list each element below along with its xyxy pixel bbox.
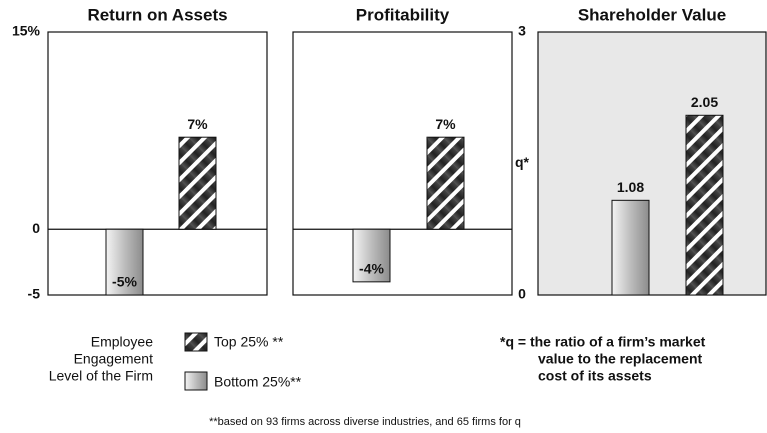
- plot-area: [292, 31, 513, 296]
- value-label: 7%: [435, 116, 456, 132]
- legend-title: Level of the Firm: [49, 368, 153, 384]
- bar: [352, 228, 391, 283]
- value-label: -4%: [359, 261, 384, 277]
- value-label: 2.05: [691, 94, 718, 110]
- value-label: 1.08: [617, 179, 644, 195]
- legend-swatch: [184, 371, 208, 391]
- footnote: **based on 93 firms across diverse indus…: [209, 416, 521, 428]
- legend-label: Top 25% **: [214, 334, 284, 350]
- chart-title: Profitability: [356, 5, 450, 24]
- bar: [178, 136, 217, 230]
- legend-label: Bottom 25%**: [214, 374, 302, 390]
- value-label: -5%: [112, 274, 137, 290]
- y-tick-label: -5: [28, 286, 41, 302]
- note: cost of its assets: [538, 368, 652, 384]
- y-tick-label: 0: [32, 220, 40, 236]
- value-label: 7%: [187, 116, 208, 132]
- y-axis-label: q*: [515, 154, 530, 170]
- note: value to the replacement: [538, 351, 703, 367]
- y-tick-label: 0: [518, 286, 526, 302]
- y-tick-label: 3: [518, 23, 526, 39]
- bar: [611, 199, 650, 296]
- legend-title: Engagement: [74, 351, 154, 367]
- bar: [685, 114, 724, 296]
- bar: [426, 136, 465, 230]
- bar: [105, 228, 144, 296]
- chart-title: Return on Assets: [87, 5, 227, 24]
- note: *q = the ratio of a firm’s market: [500, 334, 706, 350]
- plot-area: [537, 31, 767, 296]
- legend-swatch: [184, 332, 208, 352]
- chart-title: Shareholder Value: [578, 5, 726, 24]
- y-tick-label: 15%: [12, 23, 41, 39]
- plot-area: [47, 31, 268, 296]
- legend-title: Employee: [91, 334, 153, 350]
